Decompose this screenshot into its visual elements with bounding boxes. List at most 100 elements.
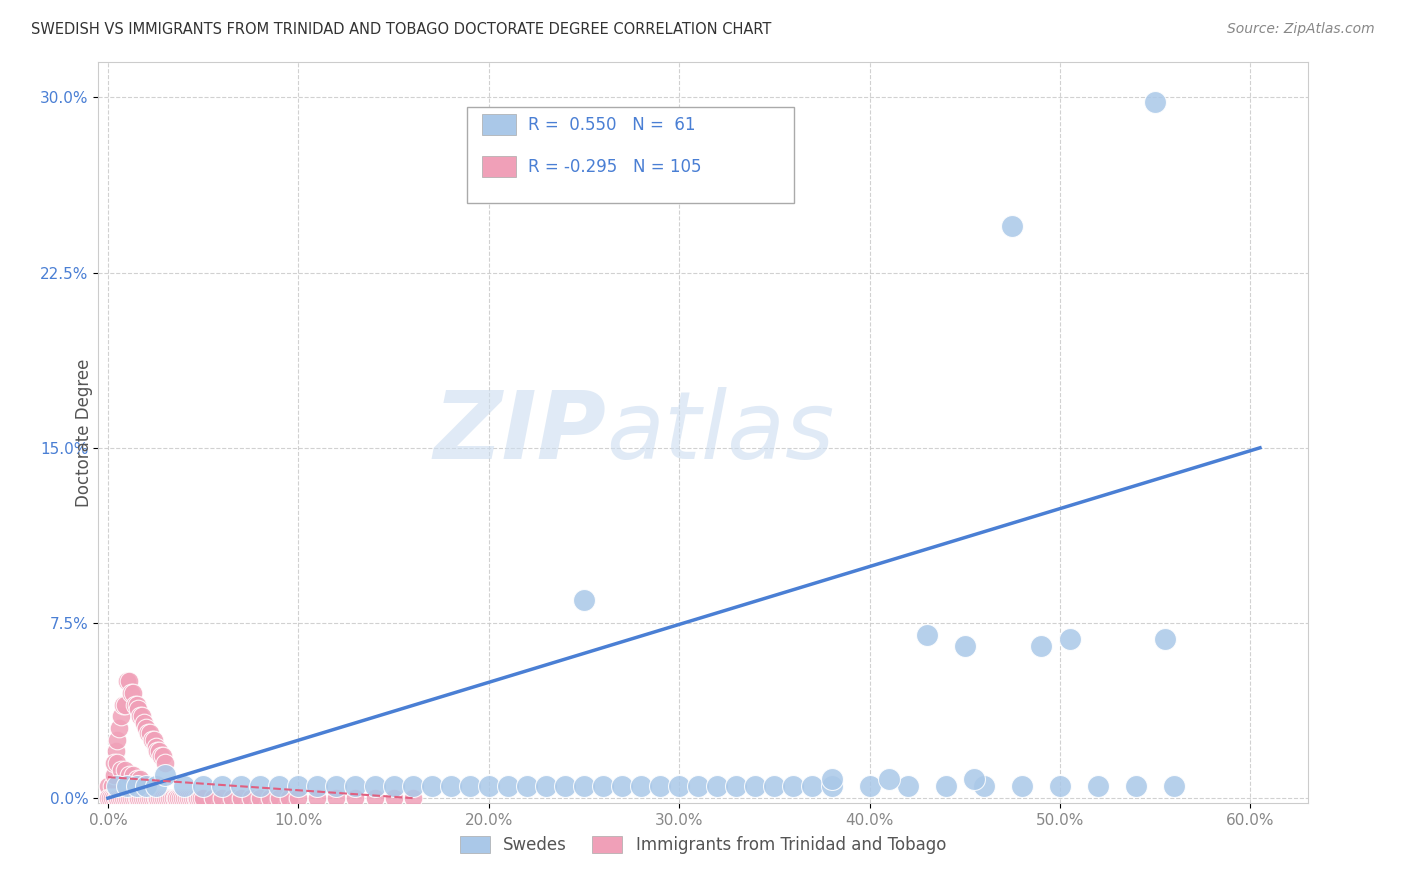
- Point: [401, 780, 423, 794]
- Point: [166, 791, 188, 805]
- Point: [153, 756, 176, 770]
- Point: [159, 791, 181, 805]
- Point: [129, 772, 152, 787]
- Point: [344, 791, 367, 805]
- Point: [148, 791, 170, 805]
- Point: [112, 698, 135, 712]
- Point: [172, 791, 194, 805]
- Point: [135, 791, 157, 805]
- Point: [688, 780, 710, 794]
- Text: R = -0.295   N = 105: R = -0.295 N = 105: [527, 158, 702, 176]
- Point: [287, 791, 309, 805]
- Point: [269, 791, 291, 805]
- Text: atlas: atlas: [606, 387, 835, 478]
- Point: [127, 702, 149, 716]
- Point: [152, 791, 174, 805]
- Point: [190, 791, 212, 805]
- Point: [382, 791, 405, 805]
- Point: [1059, 632, 1081, 647]
- Point: [915, 627, 938, 641]
- Point: [121, 791, 143, 805]
- Point: [114, 791, 136, 805]
- Point: [191, 791, 214, 805]
- Point: [103, 791, 125, 805]
- Point: [118, 768, 141, 782]
- Point: [184, 791, 207, 805]
- Point: [108, 721, 131, 735]
- Point: [112, 791, 135, 805]
- Point: [630, 780, 652, 794]
- Point: [572, 780, 595, 794]
- Point: [115, 791, 138, 805]
- Point: [136, 791, 159, 805]
- Point: [107, 791, 129, 805]
- Point: [782, 780, 804, 794]
- Point: [1153, 632, 1175, 647]
- Point: [107, 756, 129, 770]
- Point: [145, 739, 167, 754]
- Point: [104, 744, 127, 758]
- Point: [801, 780, 824, 794]
- Point: [277, 791, 299, 805]
- Point: [173, 791, 195, 805]
- Point: [125, 772, 148, 787]
- Point: [458, 780, 481, 794]
- Point: [125, 791, 148, 805]
- Point: [554, 780, 576, 794]
- Point: [401, 791, 423, 805]
- Point: [231, 791, 253, 805]
- Point: [107, 780, 129, 794]
- Point: [97, 780, 120, 794]
- Point: [115, 674, 138, 689]
- Point: [201, 791, 224, 805]
- Point: [114, 763, 136, 777]
- Point: [139, 725, 162, 739]
- Text: R =  0.550   N =  61: R = 0.550 N = 61: [527, 116, 695, 134]
- Point: [287, 780, 309, 794]
- Point: [231, 780, 253, 794]
- Point: [1163, 780, 1185, 794]
- Point: [156, 791, 179, 805]
- Point: [307, 780, 329, 794]
- Point: [610, 780, 633, 794]
- Point: [668, 780, 690, 794]
- Point: [141, 791, 163, 805]
- Point: [249, 791, 271, 805]
- Point: [191, 780, 214, 794]
- Point: [440, 780, 463, 794]
- Point: [139, 791, 162, 805]
- Point: [125, 780, 148, 794]
- Point: [118, 791, 141, 805]
- Point: [129, 791, 152, 805]
- Point: [363, 791, 385, 805]
- Point: [120, 686, 142, 700]
- Point: [211, 780, 233, 794]
- Point: [496, 780, 519, 794]
- Point: [104, 791, 127, 805]
- Point: [382, 780, 405, 794]
- Point: [121, 768, 143, 782]
- Point: [162, 791, 184, 805]
- Point: [110, 763, 132, 777]
- Point: [820, 780, 842, 794]
- Point: [131, 791, 153, 805]
- Point: [592, 780, 614, 794]
- Point: [1001, 219, 1024, 233]
- Point: [239, 791, 262, 805]
- Point: [963, 772, 986, 787]
- Point: [134, 791, 156, 805]
- Point: [142, 791, 165, 805]
- Point: [153, 791, 176, 805]
- Point: [180, 791, 202, 805]
- Point: [152, 749, 174, 764]
- Point: [131, 709, 153, 723]
- Point: [897, 780, 920, 794]
- Point: [107, 732, 129, 747]
- Point: [135, 721, 157, 735]
- Point: [211, 791, 233, 805]
- Point: [650, 780, 672, 794]
- Point: [115, 780, 138, 794]
- Point: [110, 709, 132, 723]
- Point: [325, 780, 347, 794]
- Point: [174, 791, 197, 805]
